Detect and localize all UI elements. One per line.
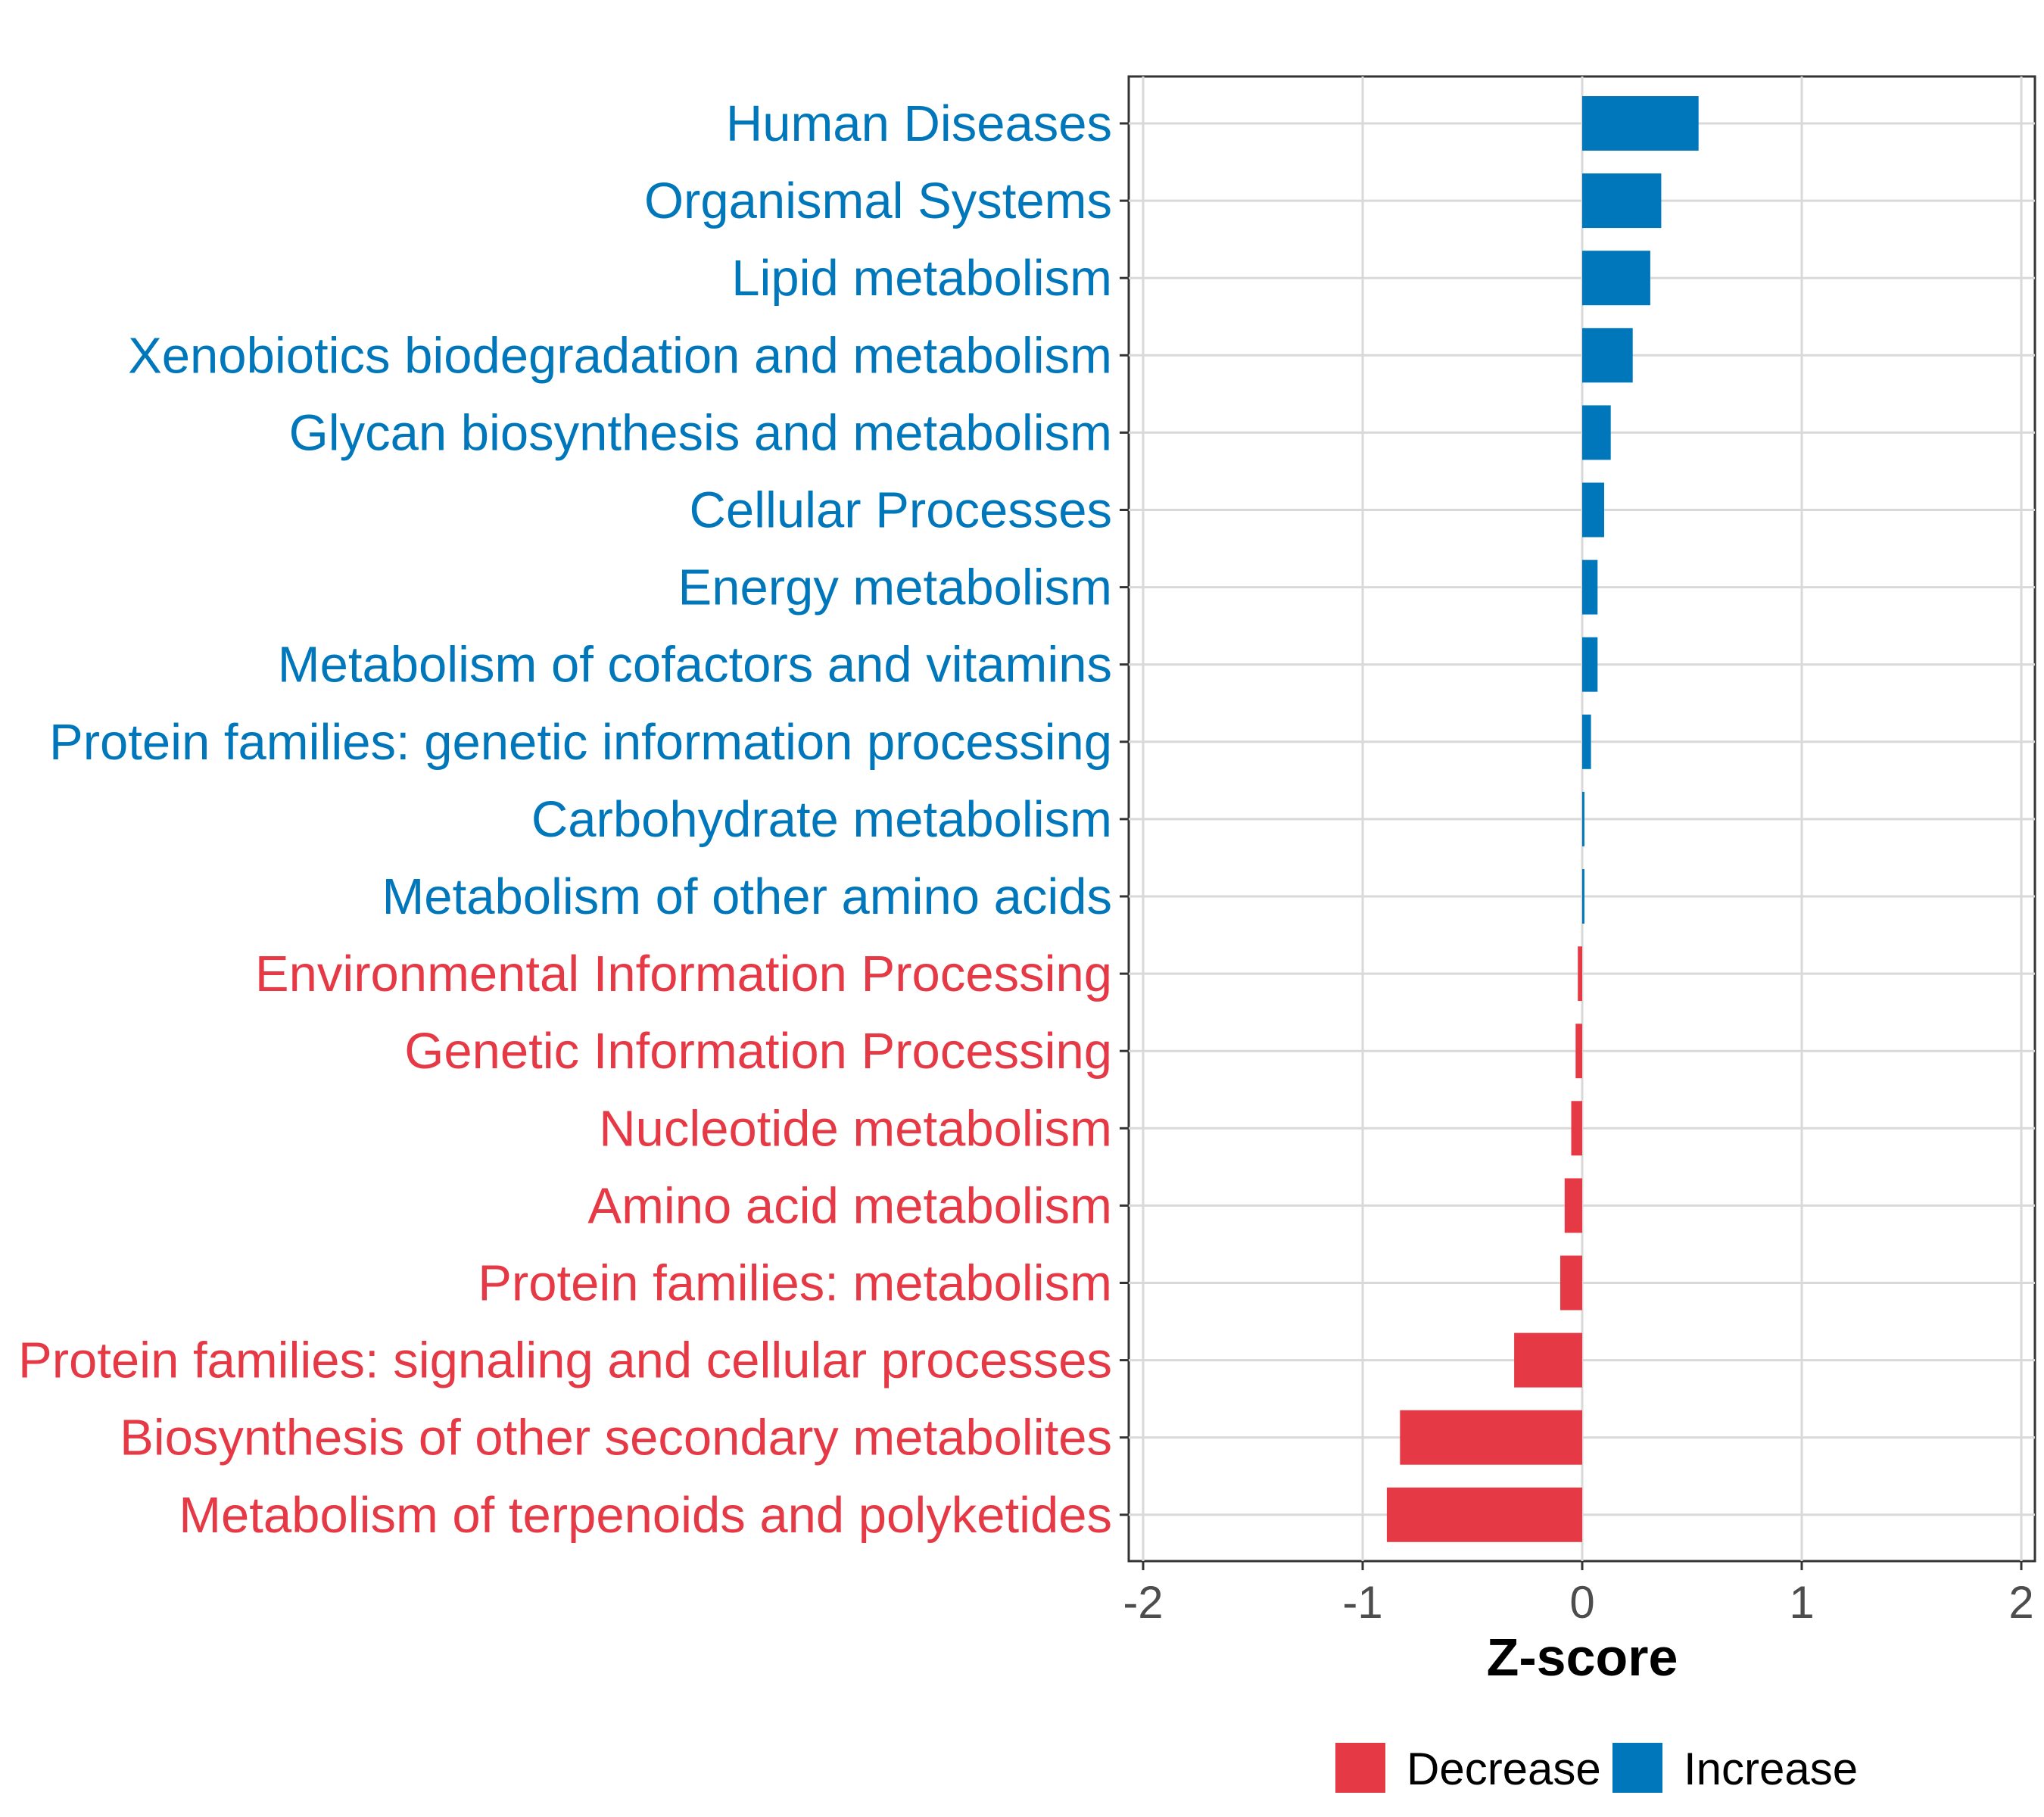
bar bbox=[1582, 482, 1604, 538]
bars bbox=[1386, 96, 1699, 1542]
bar bbox=[1582, 405, 1611, 460]
category-label: Protein families: metabolism bbox=[478, 1255, 1112, 1312]
category-label: Environmental Information Processing bbox=[255, 946, 1112, 1002]
legend-swatch-increase bbox=[1612, 1743, 1662, 1793]
category-label: Genetic Information Processing bbox=[404, 1023, 1112, 1080]
category-label: Energy metabolism bbox=[678, 559, 1112, 616]
bar bbox=[1582, 637, 1598, 692]
bar bbox=[1386, 1487, 1582, 1542]
category-label: Xenobiotics biodegradation and metabolis… bbox=[128, 327, 1112, 384]
bar bbox=[1571, 1101, 1582, 1156]
category-label: Lipid metabolism bbox=[731, 250, 1112, 307]
x-axis-title: Z-score bbox=[1487, 1628, 1678, 1687]
category-label: Nucleotide metabolism bbox=[599, 1100, 1112, 1157]
bar bbox=[1514, 1332, 1582, 1388]
category-label: Protein families: genetic information pr… bbox=[49, 714, 1112, 771]
bar bbox=[1575, 1024, 1582, 1079]
bar bbox=[1582, 791, 1584, 846]
bar bbox=[1582, 251, 1650, 306]
bar bbox=[1582, 869, 1584, 924]
category-label: Amino acid metabolism bbox=[587, 1177, 1112, 1234]
x-tick-label: 1 bbox=[1789, 1577, 1814, 1628]
bar bbox=[1582, 714, 1591, 769]
category-label: Biosynthesis of other secondary metaboli… bbox=[120, 1410, 1112, 1466]
bar bbox=[1578, 946, 1582, 1002]
x-axis: -2 -1 0 1 2 bbox=[1120, 122, 2034, 1628]
bar bbox=[1564, 1178, 1582, 1233]
category-label: Metabolism of cofactors and vitamins bbox=[278, 637, 1112, 693]
category-label: Cellular Processes bbox=[689, 482, 1112, 539]
category-label: Glycan biosynthesis and metabolism bbox=[289, 404, 1112, 461]
category-label: Protein families: signaling and cellular… bbox=[18, 1332, 1112, 1389]
bar bbox=[1560, 1255, 1582, 1311]
bar bbox=[1400, 1410, 1582, 1465]
bar bbox=[1582, 173, 1662, 229]
category-label: Organismal Systems bbox=[644, 173, 1112, 229]
legend: Decrease Increase bbox=[1335, 1743, 1858, 1794]
category-label: Human Diseases bbox=[726, 95, 1112, 152]
x-tick-label: -2 bbox=[1123, 1577, 1163, 1628]
x-tick-label: 0 bbox=[1569, 1577, 1594, 1628]
legend-swatch-decrease bbox=[1335, 1743, 1385, 1793]
legend-label-increase: Increase bbox=[1684, 1744, 1858, 1794]
category-label: Metabolism of terpenoids and polyketides bbox=[179, 1487, 1112, 1544]
bar bbox=[1582, 328, 1633, 383]
bar bbox=[1582, 96, 1699, 151]
bar bbox=[1582, 559, 1598, 615]
legend-label-decrease: Decrease bbox=[1407, 1744, 1601, 1794]
category-labels: Human Diseases Organismal Systems Lipid me… bbox=[18, 95, 1112, 1544]
x-tick-label: -1 bbox=[1342, 1577, 1382, 1628]
x-tick-label: 2 bbox=[2008, 1577, 2033, 1628]
category-label: Carbohydrate metabolism bbox=[531, 791, 1112, 848]
category-label: Metabolism of other amino acids bbox=[382, 868, 1113, 925]
